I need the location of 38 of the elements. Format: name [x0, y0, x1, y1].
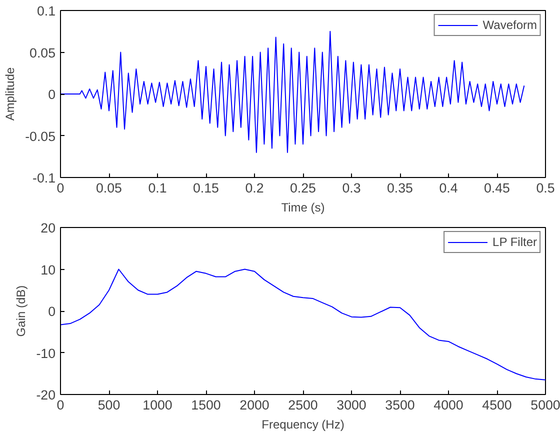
y-tick-label: 0	[48, 87, 56, 102]
legend-label: LP Filter	[492, 235, 537, 249]
y-tick-label: 0.05	[30, 45, 56, 60]
y-tick-label: -0.05	[25, 128, 56, 144]
x-tick-label: 0.3	[342, 180, 361, 196]
x-tick-label: 0.4	[439, 180, 458, 196]
x-tick-label: 3500	[385, 398, 415, 412]
x-tick-label: 1500	[191, 398, 221, 412]
y-tick-label: 0.1	[36, 4, 56, 18]
y-tick-label: -10	[36, 346, 56, 361]
legend-label: Waveform	[482, 18, 537, 32]
x-tick-label: 0.1	[148, 180, 167, 196]
y-tick-label: 0	[48, 304, 56, 319]
line-series	[60, 30, 525, 153]
y-axis-title: Gain (dB)	[14, 285, 28, 337]
line-series	[60, 268, 546, 380]
y-tick-label: 20	[40, 220, 56, 236]
x-axis-title: Frequency (Hz)	[262, 418, 344, 432]
x-tick-label: 4500	[482, 398, 512, 412]
x-tick-label: 0.2	[245, 180, 264, 196]
x-tick-label: 0.15	[193, 180, 219, 196]
x-tick-label: 2500	[288, 398, 318, 412]
y-axis-title: Amplitude	[3, 66, 18, 121]
y-tick-label: 10	[40, 262, 56, 278]
x-tick-label: 0.5	[536, 180, 555, 196]
x-tick-label: 5000	[530, 398, 560, 412]
x-tick-label: 3000	[336, 398, 366, 412]
x-tick-label: 0.25	[290, 180, 316, 196]
x-tick-label: 0.05	[96, 180, 122, 196]
x-tick-label: 500	[98, 398, 120, 412]
x-tick-label: 0.45	[484, 180, 510, 196]
x-tick-label: 4000	[434, 398, 464, 412]
x-tick-label: 1000	[142, 398, 172, 412]
x-tick-label: 0.35	[387, 180, 413, 196]
y-tick-label: -0.1	[32, 170, 56, 186]
y-tick-label: -20	[36, 388, 56, 402]
x-axis-title: Time (s)	[281, 200, 325, 214]
x-tick-label: 2000	[240, 398, 270, 412]
